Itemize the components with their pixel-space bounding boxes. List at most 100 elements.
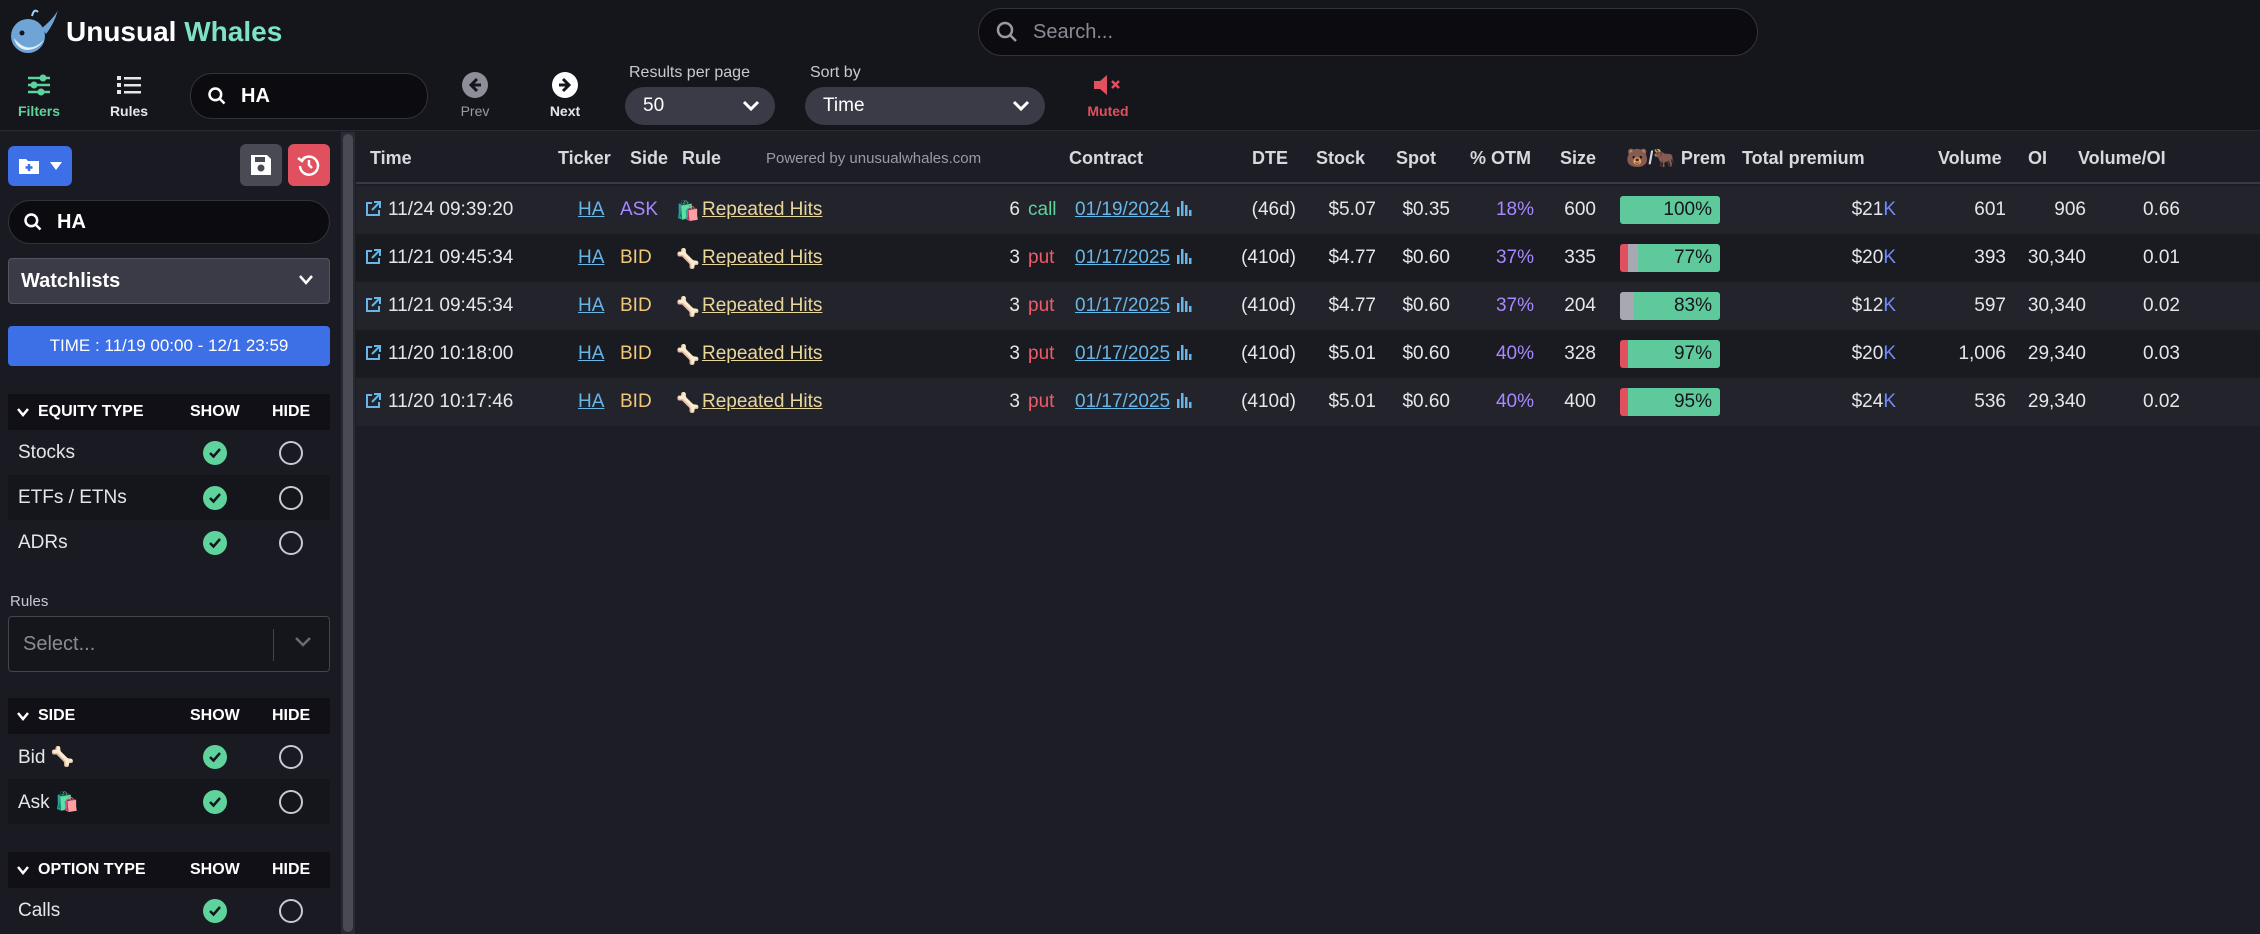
show-checked-icon[interactable] (203, 531, 227, 555)
cell-size: 328 (1564, 343, 1596, 364)
next-button[interactable]: Next (530, 71, 600, 119)
col-prem[interactable]: 🐻/🐂 Prem (1626, 148, 1726, 168)
col-ticker[interactable]: Ticker (558, 148, 611, 168)
whale-logo-icon (11, 9, 58, 53)
bar-chart-icon[interactable] (1176, 199, 1192, 217)
hide-radio[interactable] (279, 899, 303, 923)
show-checked-icon[interactable] (203, 486, 227, 510)
chevron-down-icon (742, 100, 760, 112)
col-rule[interactable]: Rule (682, 148, 722, 168)
filter-row-adrs: ADRs (8, 520, 330, 565)
hide-column-label: HIDE (272, 861, 311, 878)
table-row[interactable]: 11/20 10:18:00 HA BID 🦴 Repeated Hits 3 put 01/… (356, 330, 2260, 378)
cell-rule-link[interactable]: Repeated Hits (702, 295, 823, 316)
bar-chart-icon[interactable] (1176, 391, 1192, 409)
external-link-icon[interactable] (364, 200, 382, 218)
show-checked-icon[interactable] (203, 790, 227, 814)
rules-filter-select[interactable]: Select... (8, 616, 330, 672)
history-icon (297, 155, 320, 176)
prev-button[interactable]: Prev (440, 71, 510, 119)
external-link-icon[interactable] (364, 344, 382, 362)
hide-radio[interactable] (279, 790, 303, 814)
cell-contract-link[interactable]: 01/17/2025 (1075, 247, 1171, 268)
hide-radio[interactable] (279, 486, 303, 510)
cell-stock: $5.07 (1328, 199, 1376, 220)
cell-size: 400 (1564, 391, 1596, 412)
cell-spot: $0.60 (1402, 343, 1450, 364)
cell-oi: 906 (2054, 199, 2086, 220)
cell-rule-link[interactable]: Repeated Hits (702, 343, 823, 364)
external-link-icon[interactable] (364, 392, 382, 410)
total-premium-unit: K (1883, 199, 1896, 220)
show-checked-icon[interactable] (203, 441, 227, 465)
filters-button[interactable]: Filters (4, 71, 74, 119)
hide-column-label: HIDE (272, 403, 311, 420)
filter-row-etfs: ETFs / ETNs (8, 475, 330, 520)
col-otm[interactable]: % OTM (1470, 148, 1531, 168)
rules-button[interactable]: Rules (94, 71, 164, 119)
cell-ticker-link[interactable]: HA (578, 391, 605, 412)
col-oi[interactable]: OI (2028, 148, 2048, 168)
cell-ticker-link[interactable]: HA (578, 199, 605, 220)
cell-time: 11/20 10:17:46 (388, 391, 514, 412)
cell-contract-link[interactable]: 01/17/2025 (1075, 295, 1171, 316)
show-checked-icon[interactable] (203, 745, 227, 769)
col-size[interactable]: Size (1560, 148, 1597, 168)
table-row[interactable]: 11/21 09:45:34 HA BID 🦴 Repeated Hits 3 put 01/… (356, 282, 2260, 330)
logo[interactable]: Unusual Whales (8, 6, 282, 58)
ticker-search-input[interactable]: HA (190, 73, 428, 119)
time-range-badge[interactable]: TIME : 11/19 00:00 - 12/1 23:59 (8, 326, 330, 366)
bar-chart-icon[interactable] (1176, 343, 1192, 361)
cell-ticker-link[interactable]: HA (578, 247, 605, 268)
external-link-icon[interactable] (364, 248, 382, 266)
total-premium-value: $20 (1851, 247, 1884, 268)
cell-ticker-link[interactable]: HA (578, 295, 605, 316)
col-time[interactable]: Time (370, 148, 412, 168)
bar-chart-icon[interactable] (1176, 295, 1192, 313)
cell-rule-link[interactable]: Repeated Hits (702, 247, 823, 268)
filter-label: Ask 🛍️ (18, 791, 79, 813)
results-per-page-select[interactable]: 50 (625, 87, 775, 125)
option-type-header[interactable]: OPTION TYPE SHOW HIDE (8, 852, 330, 888)
hide-radio[interactable] (279, 441, 303, 465)
bar-chart-icon[interactable] (1176, 247, 1192, 265)
col-total-premium[interactable]: Total premium (1742, 148, 1865, 168)
sidebar-ticker-input[interactable]: HA (8, 200, 330, 244)
col-volume-oi[interactable]: Volume/OI (2078, 148, 2166, 168)
side-header[interactable]: SIDE SHOW HIDE (8, 698, 330, 734)
col-dte[interactable]: DTE (1252, 148, 1288, 168)
cell-option-type: put (1028, 295, 1055, 316)
hide-radio[interactable] (279, 531, 303, 555)
cell-contract-link[interactable]: 01/19/2024 (1075, 199, 1171, 220)
watchlists-select[interactable]: Watchlists (8, 258, 330, 304)
cell-rule-link[interactable]: Repeated Hits (702, 199, 823, 220)
hide-radio[interactable] (279, 745, 303, 769)
cell-otm: 37% (1495, 295, 1534, 316)
col-volume[interactable]: Volume (1938, 148, 2002, 168)
equity-type-header[interactable]: EQUITY TYPE SHOW HIDE (8, 394, 330, 430)
mute-button[interactable]: Muted (1073, 71, 1143, 119)
external-link-icon[interactable] (364, 296, 382, 314)
reset-history-button[interactable] (288, 144, 330, 186)
col-side[interactable]: Side (630, 148, 669, 168)
cell-contract-link[interactable]: 01/17/2025 (1075, 391, 1171, 412)
save-filters-button[interactable] (240, 144, 282, 186)
cell-option-type: put (1028, 343, 1055, 364)
table-row[interactable]: 11/21 09:45:34 HA BID 🦴 Repeated Hits 3 put 01/… (356, 234, 2260, 282)
cell-time: 11/24 09:39:20 (388, 199, 514, 220)
col-spot[interactable]: Spot (1396, 148, 1436, 168)
watchlist-folder-button[interactable] (8, 146, 72, 186)
show-checked-icon[interactable] (203, 899, 227, 923)
col-contract[interactable]: Contract (1069, 148, 1144, 168)
scrollbar-thumb[interactable] (343, 134, 353, 932)
cell-ticker-link[interactable]: HA (578, 343, 605, 364)
sidebar-scrollbar[interactable] (341, 132, 355, 934)
cell-rule-link[interactable]: Repeated Hits (702, 391, 823, 412)
table-row[interactable]: 11/20 10:17:46 HA BID 🦴 Repeated Hits 3 put 01/… (356, 378, 2260, 426)
col-stock[interactable]: Stock (1316, 148, 1366, 168)
table-row[interactable]: 11/24 09:39:20 HA ASK 🛍️ Repeated Hits 6 call 0… (356, 186, 2260, 234)
global-search[interactable]: Search... (978, 8, 1758, 56)
sort-by-label: Sort by (810, 64, 861, 81)
sort-by-select[interactable]: Time (805, 87, 1045, 125)
cell-contract-link[interactable]: 01/17/2025 (1075, 343, 1171, 364)
